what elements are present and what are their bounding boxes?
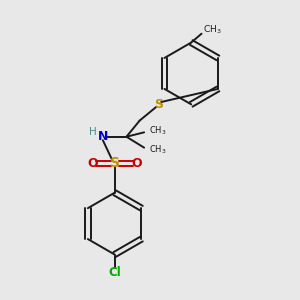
Text: CH$_3$: CH$_3$ — [148, 144, 166, 156]
Text: S: S — [154, 98, 163, 111]
Text: H: H — [89, 127, 97, 137]
Text: O: O — [87, 157, 98, 170]
Text: CH$_3$: CH$_3$ — [203, 23, 222, 35]
Text: S: S — [110, 156, 120, 170]
Text: N: N — [98, 130, 108, 143]
Text: Cl: Cl — [108, 266, 121, 279]
Text: O: O — [131, 157, 142, 170]
Text: CH$_3$: CH$_3$ — [148, 124, 166, 137]
